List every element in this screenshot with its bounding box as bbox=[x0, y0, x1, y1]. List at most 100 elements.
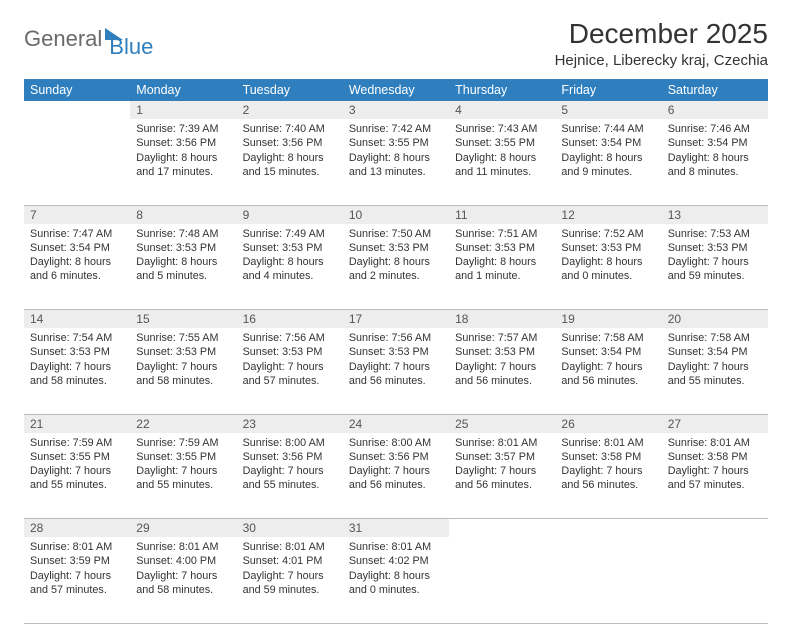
day-cell: Sunrise: 8:00 AMSunset: 3:56 PMDaylight:… bbox=[343, 433, 449, 519]
sunset-text: Sunset: 3:58 PM bbox=[668, 450, 762, 464]
day-number: 2 bbox=[237, 101, 343, 119]
day1-text: Daylight: 7 hours bbox=[243, 569, 337, 583]
day-cell: Sunrise: 7:55 AMSunset: 3:53 PMDaylight:… bbox=[130, 328, 236, 414]
day1-text: Daylight: 7 hours bbox=[136, 464, 230, 478]
day-number: 18 bbox=[449, 310, 555, 329]
day-cell-body: Sunrise: 8:01 AMSunset: 4:00 PMDaylight:… bbox=[130, 537, 236, 602]
day-cell-body: Sunrise: 7:57 AMSunset: 3:53 PMDaylight:… bbox=[449, 328, 555, 393]
day-number: 3 bbox=[343, 101, 449, 119]
sunset-text: Sunset: 3:53 PM bbox=[349, 345, 443, 359]
day2-text: and 55 minutes. bbox=[136, 478, 230, 492]
sunrise-text: Sunrise: 7:57 AM bbox=[455, 331, 549, 345]
day-cell: Sunrise: 7:56 AMSunset: 3:53 PMDaylight:… bbox=[343, 328, 449, 414]
weekday-header: Tuesday bbox=[237, 79, 343, 101]
sunrise-text: Sunrise: 8:00 AM bbox=[243, 436, 337, 450]
day1-text: Daylight: 8 hours bbox=[136, 255, 230, 269]
weekday-header: Wednesday bbox=[343, 79, 449, 101]
day-number: 17 bbox=[343, 310, 449, 329]
day-cell: Sunrise: 7:51 AMSunset: 3:53 PMDaylight:… bbox=[449, 224, 555, 310]
sunrise-text: Sunrise: 7:59 AM bbox=[30, 436, 124, 450]
day-number: 24 bbox=[343, 414, 449, 433]
day2-text: and 0 minutes. bbox=[349, 583, 443, 597]
sunrise-text: Sunrise: 7:58 AM bbox=[668, 331, 762, 345]
day-number: 30 bbox=[237, 519, 343, 538]
weekday-header: Friday bbox=[555, 79, 661, 101]
day-cell-body: Sunrise: 7:49 AMSunset: 3:53 PMDaylight:… bbox=[237, 224, 343, 289]
day1-text: Daylight: 8 hours bbox=[30, 255, 124, 269]
day-cell: Sunrise: 8:01 AMSunset: 3:58 PMDaylight:… bbox=[662, 433, 768, 519]
week-row: Sunrise: 7:59 AMSunset: 3:55 PMDaylight:… bbox=[24, 433, 768, 519]
sunset-text: Sunset: 3:56 PM bbox=[136, 136, 230, 150]
sunset-text: Sunset: 4:00 PM bbox=[136, 554, 230, 568]
day2-text: and 9 minutes. bbox=[561, 165, 655, 179]
month-title: December 2025 bbox=[555, 18, 768, 50]
sunrise-text: Sunrise: 8:01 AM bbox=[668, 436, 762, 450]
sunset-text: Sunset: 3:53 PM bbox=[243, 345, 337, 359]
day1-text: Daylight: 8 hours bbox=[455, 255, 549, 269]
day2-text: and 55 minutes. bbox=[243, 478, 337, 492]
day-cell-body: Sunrise: 7:48 AMSunset: 3:53 PMDaylight:… bbox=[130, 224, 236, 289]
sunrise-text: Sunrise: 7:59 AM bbox=[136, 436, 230, 450]
day-cell: Sunrise: 7:59 AMSunset: 3:55 PMDaylight:… bbox=[24, 433, 130, 519]
day-cell: Sunrise: 8:01 AMSunset: 3:59 PMDaylight:… bbox=[24, 537, 130, 623]
day-cell bbox=[555, 537, 661, 623]
sunset-text: Sunset: 4:01 PM bbox=[243, 554, 337, 568]
sunset-text: Sunset: 3:55 PM bbox=[455, 136, 549, 150]
day-cell-body: Sunrise: 7:52 AMSunset: 3:53 PMDaylight:… bbox=[555, 224, 661, 289]
day-number: 12 bbox=[555, 205, 661, 224]
day1-text: Daylight: 7 hours bbox=[455, 360, 549, 374]
weekday-header: Saturday bbox=[662, 79, 768, 101]
sunset-text: Sunset: 3:54 PM bbox=[668, 136, 762, 150]
day2-text: and 58 minutes. bbox=[136, 374, 230, 388]
day-cell-body: Sunrise: 7:56 AMSunset: 3:53 PMDaylight:… bbox=[237, 328, 343, 393]
day-cell: Sunrise: 7:53 AMSunset: 3:53 PMDaylight:… bbox=[662, 224, 768, 310]
day-cell-body: Sunrise: 8:01 AMSunset: 3:59 PMDaylight:… bbox=[24, 537, 130, 602]
day1-text: Daylight: 7 hours bbox=[561, 464, 655, 478]
sunset-text: Sunset: 3:54 PM bbox=[561, 136, 655, 150]
day-number: 14 bbox=[24, 310, 130, 329]
day1-text: Daylight: 8 hours bbox=[561, 151, 655, 165]
day2-text: and 59 minutes. bbox=[243, 583, 337, 597]
sunrise-text: Sunrise: 7:50 AM bbox=[349, 227, 443, 241]
day-cell: Sunrise: 7:49 AMSunset: 3:53 PMDaylight:… bbox=[237, 224, 343, 310]
day-cell: Sunrise: 8:00 AMSunset: 3:56 PMDaylight:… bbox=[237, 433, 343, 519]
day-cell-body: Sunrise: 7:56 AMSunset: 3:53 PMDaylight:… bbox=[343, 328, 449, 393]
day-cell-body: Sunrise: 7:43 AMSunset: 3:55 PMDaylight:… bbox=[449, 119, 555, 184]
sunset-text: Sunset: 3:53 PM bbox=[243, 241, 337, 255]
sunset-text: Sunset: 3:56 PM bbox=[243, 450, 337, 464]
sunset-text: Sunset: 3:53 PM bbox=[30, 345, 124, 359]
day2-text: and 58 minutes. bbox=[30, 374, 124, 388]
day-cell: Sunrise: 7:47 AMSunset: 3:54 PMDaylight:… bbox=[24, 224, 130, 310]
sunrise-text: Sunrise: 7:43 AM bbox=[455, 122, 549, 136]
logo-text-general: General bbox=[24, 26, 102, 52]
day1-text: Daylight: 7 hours bbox=[561, 360, 655, 374]
day-cell-body: Sunrise: 8:00 AMSunset: 3:56 PMDaylight:… bbox=[237, 433, 343, 498]
day2-text: and 58 minutes. bbox=[136, 583, 230, 597]
day-number: 26 bbox=[555, 414, 661, 433]
sunset-text: Sunset: 3:59 PM bbox=[30, 554, 124, 568]
sunrise-text: Sunrise: 7:39 AM bbox=[136, 122, 230, 136]
day-cell: Sunrise: 8:01 AMSunset: 4:00 PMDaylight:… bbox=[130, 537, 236, 623]
day1-text: Daylight: 7 hours bbox=[668, 360, 762, 374]
day-number: 15 bbox=[130, 310, 236, 329]
day-cell: Sunrise: 8:01 AMSunset: 4:01 PMDaylight:… bbox=[237, 537, 343, 623]
day1-text: Daylight: 8 hours bbox=[349, 255, 443, 269]
day1-text: Daylight: 8 hours bbox=[349, 569, 443, 583]
weekday-header: Thursday bbox=[449, 79, 555, 101]
calendar-table: Sunday Monday Tuesday Wednesday Thursday… bbox=[24, 79, 768, 624]
day-cell: Sunrise: 7:42 AMSunset: 3:55 PMDaylight:… bbox=[343, 119, 449, 205]
day2-text: and 55 minutes. bbox=[668, 374, 762, 388]
sunset-text: Sunset: 3:56 PM bbox=[349, 450, 443, 464]
day2-text: and 1 minute. bbox=[455, 269, 549, 283]
sunrise-text: Sunrise: 8:00 AM bbox=[349, 436, 443, 450]
week-row: Sunrise: 7:47 AMSunset: 3:54 PMDaylight:… bbox=[24, 224, 768, 310]
day2-text: and 2 minutes. bbox=[349, 269, 443, 283]
sunset-text: Sunset: 3:53 PM bbox=[668, 241, 762, 255]
day1-text: Daylight: 7 hours bbox=[30, 360, 124, 374]
day-number: 13 bbox=[662, 205, 768, 224]
day-cell-body: Sunrise: 8:01 AMSunset: 4:01 PMDaylight:… bbox=[237, 537, 343, 602]
day-number bbox=[555, 519, 661, 538]
day-cell-body: Sunrise: 8:00 AMSunset: 3:56 PMDaylight:… bbox=[343, 433, 449, 498]
day-cell-body: Sunrise: 7:54 AMSunset: 3:53 PMDaylight:… bbox=[24, 328, 130, 393]
week-row: Sunrise: 7:54 AMSunset: 3:53 PMDaylight:… bbox=[24, 328, 768, 414]
